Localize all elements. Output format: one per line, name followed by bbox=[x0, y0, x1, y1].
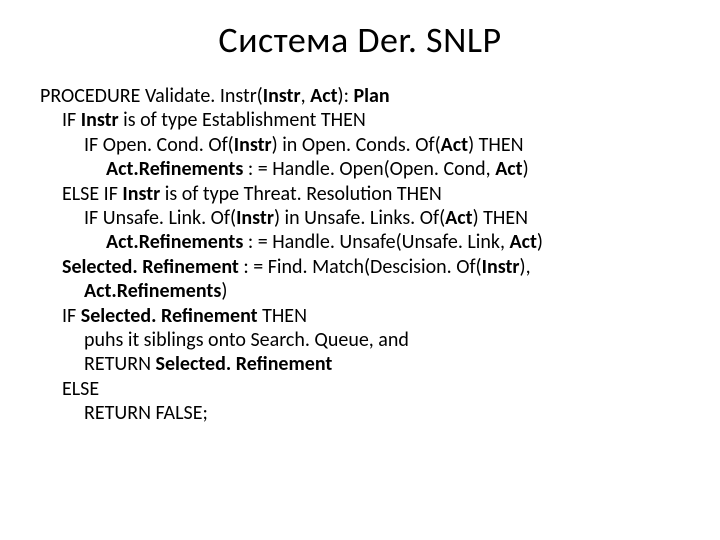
text: : = Find. Match(Descision. Of( bbox=[239, 255, 482, 279]
code-line-9: Act.Refinements) bbox=[40, 279, 680, 303]
text: , bbox=[301, 84, 311, 108]
code-line-6: IF Unsafe. Link. Of(Instr) in Unsafe. Li… bbox=[40, 206, 680, 230]
var-refinements: Act.Refinements bbox=[106, 230, 243, 254]
text: IF bbox=[62, 108, 81, 132]
text: ) in Unsafe. Links. Of( bbox=[274, 206, 445, 230]
var-instr: Instr bbox=[234, 133, 272, 157]
code-line-12: RETURN Selected. Refinement bbox=[40, 352, 680, 376]
param-act: Act bbox=[310, 84, 337, 108]
slide: Система Der. SNLP PROCEDURE Validate. In… bbox=[0, 0, 720, 540]
text: THEN bbox=[258, 304, 307, 328]
var-act: Act bbox=[445, 206, 472, 230]
code-line-7: Act.Refinements : = Handle. Unsafe(Unsaf… bbox=[40, 230, 680, 254]
text: ) THEN bbox=[473, 206, 528, 230]
text: ) bbox=[221, 279, 227, 303]
var-instr: Instr bbox=[236, 206, 274, 230]
text: IF Unsafe. Link. Of( bbox=[84, 206, 236, 230]
text: : = Handle. Unsafe(Unsafe. Link, bbox=[243, 230, 509, 254]
code-line-10: IF Selected. Refinement THEN bbox=[40, 304, 680, 328]
text: PROCEDURE Validate. Instr( bbox=[40, 84, 263, 108]
text: IF Open. Cond. Of( bbox=[84, 133, 234, 157]
text: ) bbox=[523, 157, 529, 181]
text: is of type Establishment THEN bbox=[119, 108, 366, 132]
code-line-14: RETURN FALSE; bbox=[40, 401, 680, 425]
text: ELSE IF bbox=[62, 182, 122, 206]
return-type: Plan bbox=[353, 84, 389, 108]
var-instr: Instr bbox=[122, 182, 160, 206]
param-instr: Instr bbox=[263, 84, 301, 108]
text: IF bbox=[62, 304, 81, 328]
text: RETURN bbox=[84, 352, 156, 376]
var-act: Act bbox=[495, 157, 522, 181]
text: ) in Open. Conds. Of( bbox=[272, 133, 441, 157]
code-line-5: ELSE IF Instr is of type Threat. Resolut… bbox=[40, 182, 680, 206]
code-line-2: IF Instr is of type Establishment THEN bbox=[40, 108, 680, 132]
var-refinements: Act.Refinements bbox=[106, 157, 243, 181]
code-line-8: Selected. Refinement : = Find. Match(Des… bbox=[40, 255, 680, 279]
var-act: Act bbox=[510, 230, 537, 254]
var-instr: Instr bbox=[81, 108, 119, 132]
slide-title: Система Der. SNLP bbox=[40, 18, 680, 62]
text: ), bbox=[520, 255, 536, 279]
var-selected: Selected. Refinement bbox=[156, 352, 333, 376]
var-act: Act bbox=[441, 133, 468, 157]
text: : = Handle. Open(Open. Cond, bbox=[243, 157, 495, 181]
code-line-11: puhs it siblings onto Search. Queue, and bbox=[40, 328, 680, 352]
text: ) bbox=[537, 230, 543, 254]
var-selected: Selected. Refinement bbox=[62, 255, 239, 279]
var-instr: Instr bbox=[482, 255, 520, 279]
var-selected: Selected. Refinement bbox=[81, 304, 258, 328]
code-line-1: PROCEDURE Validate. Instr(Instr, Act): P… bbox=[40, 84, 680, 108]
text: is of type Threat. Resolution THEN bbox=[160, 182, 441, 206]
code-line-4: Act.Refinements : = Handle. Open(Open. C… bbox=[40, 157, 680, 181]
text: ) THEN bbox=[468, 133, 523, 157]
code-line-13: ELSE bbox=[40, 377, 680, 401]
code-line-3: IF Open. Cond. Of(Instr) in Open. Conds.… bbox=[40, 133, 680, 157]
text: ): bbox=[338, 84, 354, 108]
pseudocode-block: PROCEDURE Validate. Instr(Instr, Act): P… bbox=[40, 84, 680, 425]
var-refinements: Act.Refinements bbox=[84, 279, 221, 303]
